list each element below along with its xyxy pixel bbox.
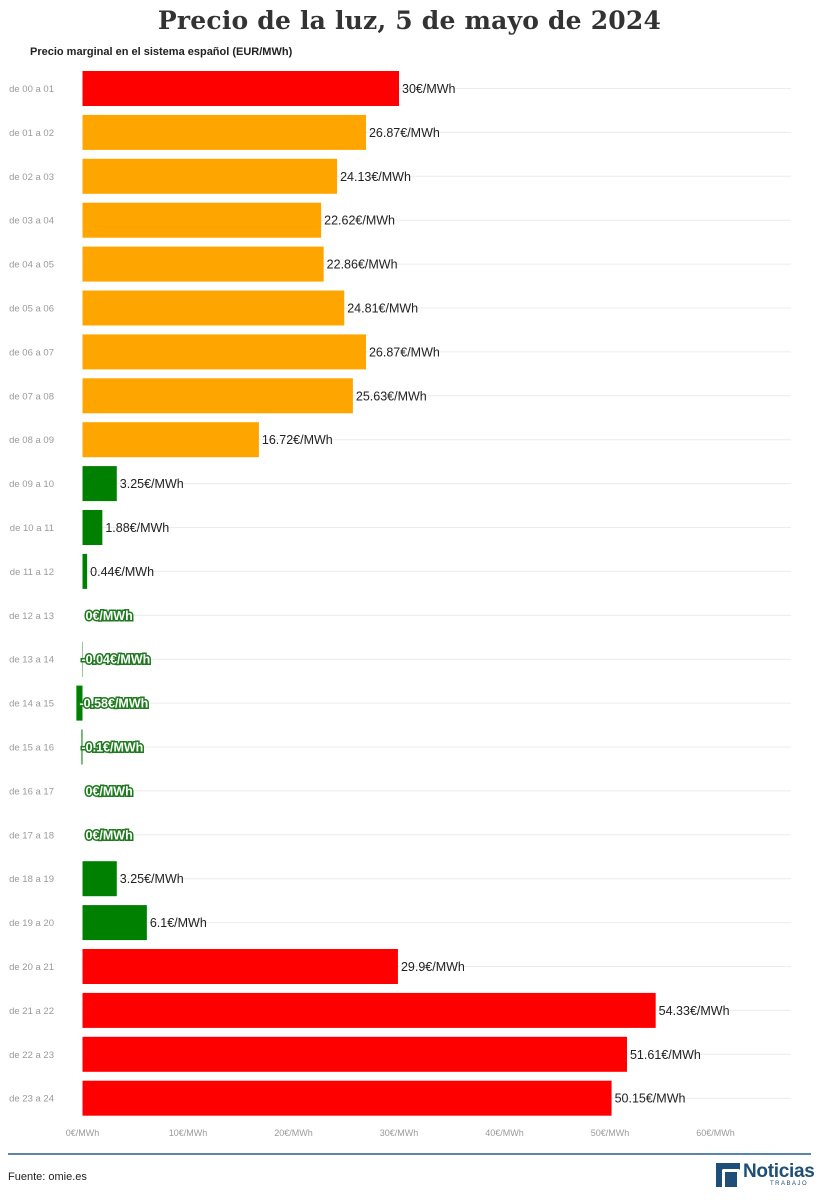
- category-label: de 20 a 21: [9, 962, 54, 973]
- logo-wordmark: Noticias: [743, 1161, 815, 1182]
- logo-n-icon: [716, 1163, 740, 1190]
- category-label: de 17 a 18: [9, 830, 54, 841]
- bar: [82, 1036, 627, 1072]
- category-label: de 03 a 04: [9, 216, 54, 227]
- category-label: de 18 a 19: [9, 874, 54, 885]
- category-label: de 00 a 01: [9, 84, 54, 95]
- data-label: 24.81€/MWh: [347, 302, 418, 316]
- category-label: de 14 a 15: [9, 699, 54, 710]
- bar: [82, 1080, 612, 1116]
- data-label: 3.25€/MWh: [120, 477, 184, 491]
- category-label: de 23 a 24: [9, 1094, 54, 1105]
- x-tick-label: 10€/MWh: [169, 1128, 208, 1138]
- category-label: de 15 a 16: [9, 743, 54, 754]
- bar: [81, 729, 83, 765]
- bar: [76, 685, 83, 721]
- x-tick-label: 20€/MWh: [274, 1128, 313, 1138]
- data-label: 26.87€/MWh: [369, 345, 440, 359]
- data-label: 50.15€/MWh: [615, 1092, 686, 1106]
- category-label: de 02 a 03: [9, 172, 54, 183]
- category-label: de 13 a 14: [9, 655, 54, 666]
- bar: [82, 378, 353, 414]
- data-label: 22.86€/MWh: [327, 258, 398, 272]
- data-label: 26.87€/MWh: [369, 126, 440, 140]
- category-label: de 11 a 12: [10, 567, 54, 578]
- data-label: 51.61€/MWh: [630, 1048, 701, 1062]
- data-label: 1.88€/MWh: [105, 521, 169, 535]
- bar: [82, 466, 117, 502]
- bar: [82, 114, 366, 150]
- category-label: de 05 a 06: [9, 304, 54, 315]
- bar: [82, 422, 259, 458]
- bar: [82, 202, 322, 238]
- data-label: 24.13€/MWh: [340, 170, 411, 184]
- category-label: de 01 a 02: [9, 128, 54, 139]
- x-tick-label: 40€/MWh: [485, 1128, 524, 1138]
- data-label: 0€/MWh: [86, 784, 133, 798]
- bar: [82, 992, 656, 1028]
- data-label: 3.25€/MWh: [120, 872, 184, 886]
- data-label: 0€/MWh: [86, 609, 133, 623]
- data-label: -0.1€/MWh: [82, 741, 144, 755]
- category-label: de 10 a 11: [10, 523, 54, 534]
- bar: [82, 861, 117, 897]
- bar: [82, 510, 103, 545]
- bar: [82, 158, 338, 194]
- publisher-logo: Noticias TRABAJO: [716, 1161, 815, 1190]
- bar: [82, 334, 366, 370]
- x-tick-label: 50€/MWh: [591, 1128, 630, 1138]
- category-label: de 08 a 09: [9, 435, 54, 446]
- data-label: 25.63€/MWh: [356, 389, 427, 403]
- data-label: 30€/MWh: [402, 82, 456, 96]
- data-label: 29.9€/MWh: [401, 960, 465, 974]
- category-label: de 07 a 08: [9, 391, 54, 402]
- x-tick-label: 60€/MWh: [696, 1128, 735, 1138]
- category-label: de 04 a 05: [9, 260, 54, 271]
- data-label: 16.72€/MWh: [262, 433, 333, 447]
- bar: [82, 553, 88, 589]
- bar: [82, 246, 324, 282]
- category-label: de 19 a 20: [9, 918, 54, 929]
- bar: [82, 905, 147, 941]
- footer-divider: [8, 1153, 811, 1155]
- data-label: 0€/MWh: [86, 828, 133, 842]
- bar: [82, 949, 398, 984]
- chart-subtitle: Precio marginal en el sistema español (E…: [30, 46, 293, 58]
- bar: [82, 290, 345, 326]
- source-note: Fuente: omie.es: [8, 1171, 87, 1183]
- x-tick-label: 0€/MWh: [66, 1128, 100, 1138]
- logo-subtitle: TRABAJO: [770, 1181, 809, 1187]
- data-label: 6.1€/MWh: [150, 916, 207, 930]
- data-label: 54.33€/MWh: [659, 1004, 730, 1018]
- data-label: 0.44€/MWh: [90, 565, 154, 579]
- x-tick-label: 30€/MWh: [380, 1128, 419, 1138]
- data-label: 22.62€/MWh: [324, 214, 395, 228]
- bar-chart: de 00 a 01 de 01 a 02 de 02 a 03 de 03 a 04…: [9, 71, 791, 1138]
- category-label: de 09 a 10: [9, 479, 54, 490]
- category-label: de 22 a 23: [9, 1050, 54, 1061]
- data-label: -0.58€/MWh: [80, 697, 149, 711]
- category-label: de 06 a 07: [9, 347, 54, 358]
- category-label: de 21 a 22: [9, 1006, 54, 1017]
- category-label: de 12 a 13: [9, 611, 54, 622]
- chart-title: Precio de la luz, 5 de mayo de 2024: [157, 6, 662, 35]
- bar: [82, 71, 399, 106]
- data-label: -0.04€/MWh: [82, 653, 151, 667]
- category-label: de 16 a 17: [9, 786, 54, 797]
